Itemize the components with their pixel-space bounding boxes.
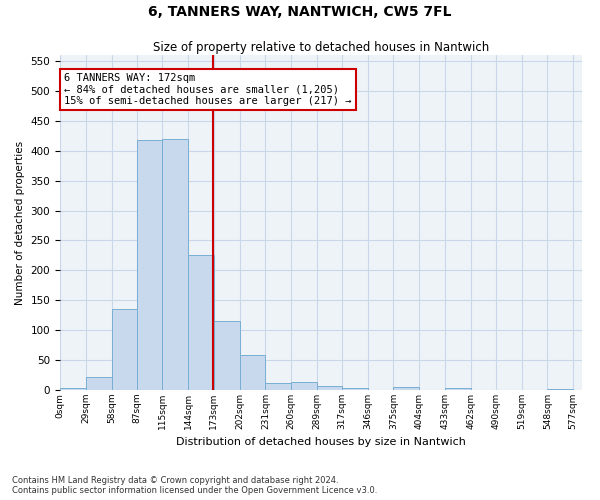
Bar bbox=[291, 382, 317, 390]
Title: Size of property relative to detached houses in Nantwich: Size of property relative to detached ho… bbox=[153, 41, 489, 54]
Bar bbox=[188, 255, 214, 390]
Bar bbox=[265, 384, 291, 390]
X-axis label: Distribution of detached houses by size in Nantwich: Distribution of detached houses by size … bbox=[176, 438, 466, 448]
Bar bbox=[239, 354, 265, 390]
Bar bbox=[112, 308, 137, 390]
Bar bbox=[60, 388, 86, 390]
Bar bbox=[214, 320, 239, 390]
Text: 6 TANNERS WAY: 172sqm
← 84% of detached houses are smaller (1,205)
15% of semi-d: 6 TANNERS WAY: 172sqm ← 84% of detached … bbox=[64, 73, 352, 106]
Text: Contains HM Land Registry data © Crown copyright and database right 2024.
Contai: Contains HM Land Registry data © Crown c… bbox=[12, 476, 377, 495]
Bar bbox=[394, 387, 419, 390]
Text: 6, TANNERS WAY, NANTWICH, CW5 7FL: 6, TANNERS WAY, NANTWICH, CW5 7FL bbox=[148, 5, 452, 19]
Bar bbox=[137, 140, 162, 390]
Bar bbox=[317, 386, 342, 390]
Bar bbox=[162, 138, 188, 390]
Y-axis label: Number of detached properties: Number of detached properties bbox=[15, 140, 25, 304]
Bar bbox=[547, 389, 573, 390]
Bar bbox=[342, 388, 368, 390]
Bar bbox=[86, 377, 112, 390]
Bar bbox=[445, 388, 471, 390]
